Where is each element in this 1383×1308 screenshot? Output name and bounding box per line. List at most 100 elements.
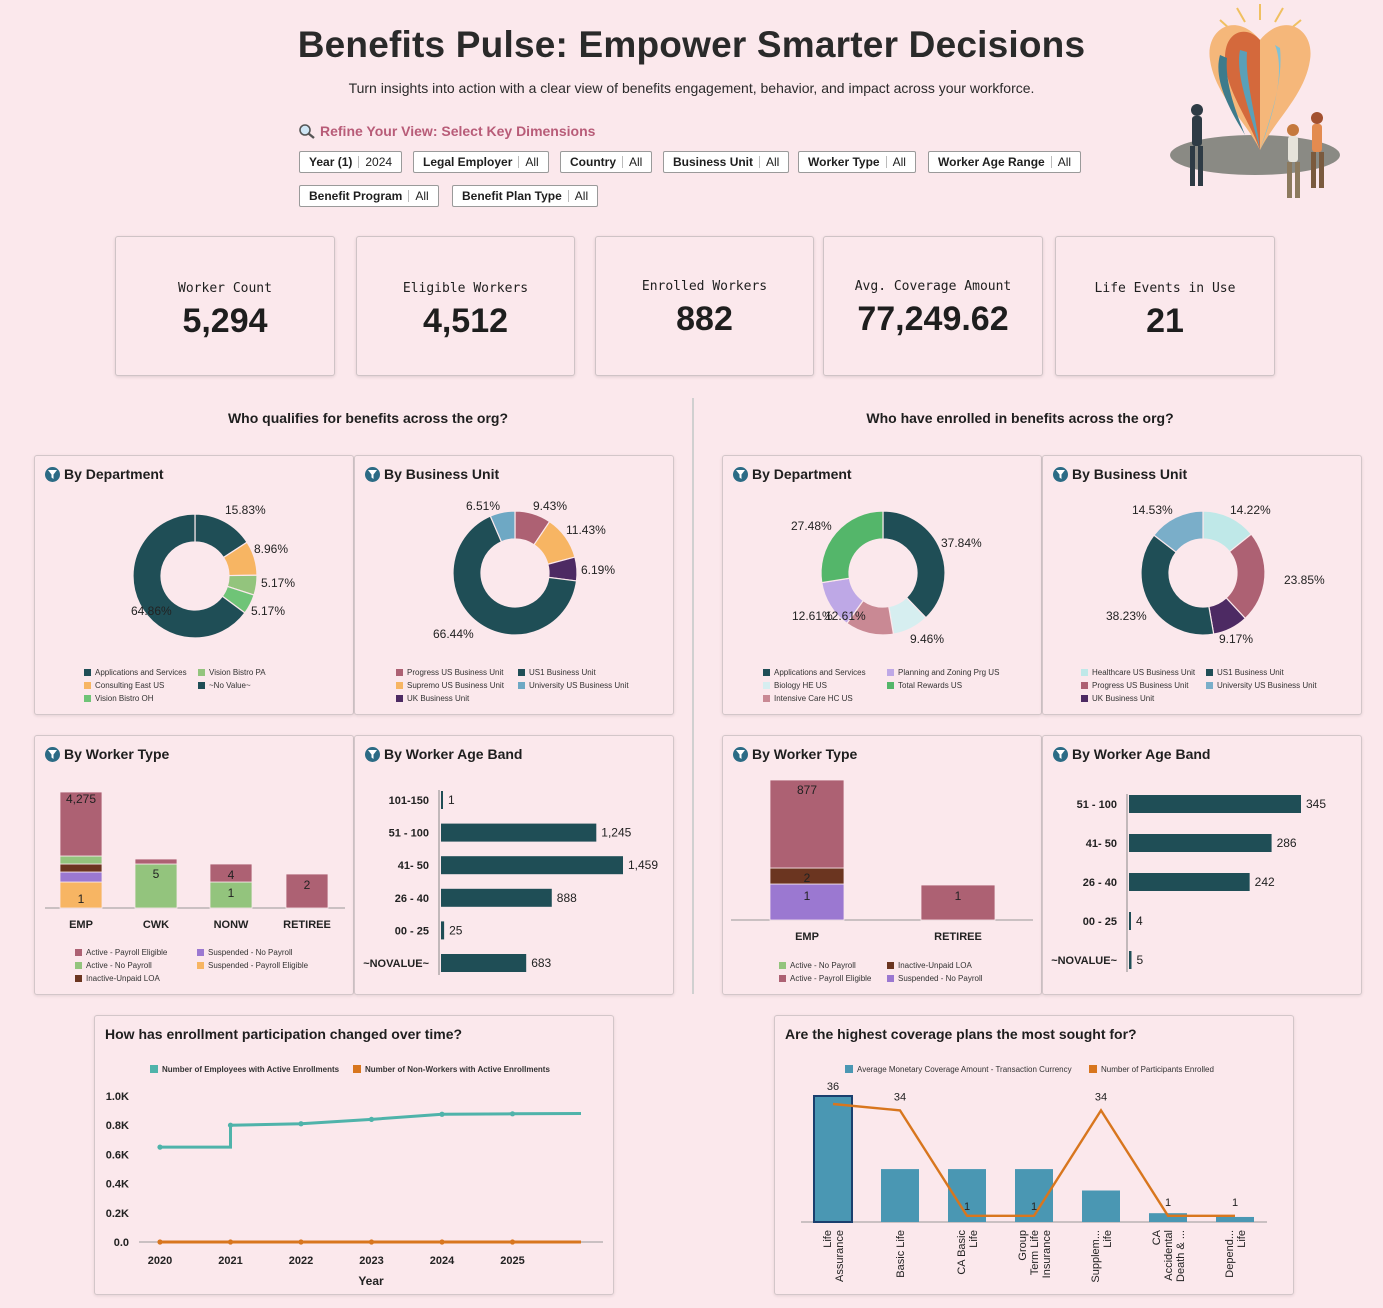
coverage-plans-panel: Are the highest coverage plans the most …: [774, 1015, 1294, 1295]
legend-label: Consulting East US: [95, 681, 164, 690]
enrollment-by-worker-type-panel: By Worker Type EMP RETIREE 877 2 1 1 Active - …: [722, 735, 1042, 995]
stacked-bar-segment: [59, 863, 103, 873]
x-tick-label: EMP: [795, 931, 819, 943]
bar-value-label: 1: [78, 892, 85, 906]
filter-icon[interactable]: [45, 746, 60, 762]
stacked-bar-segment: [209, 863, 253, 883]
filter-icon[interactable]: [365, 466, 380, 482]
slice-label: 37.84%: [941, 536, 982, 550]
slice-label: 11.43%: [566, 523, 606, 537]
legend-swatch: [396, 695, 403, 702]
x-tick-label: Basic Life: [895, 1230, 907, 1278]
filter-icon[interactable]: [1053, 746, 1068, 762]
filter-icon[interactable]: [45, 466, 60, 482]
eligibility-department-donut: 64.86% 15.83% 8.96% 5.17% 5.17% Applications …: [84, 503, 295, 703]
legend-label: Applications and Services: [774, 668, 866, 677]
x-tick-label: Accidental: [1163, 1230, 1175, 1281]
y-tick-label: 00 - 25: [1083, 916, 1117, 928]
filter-chip-5[interactable]: Worker Age Range All: [928, 151, 1082, 173]
legend-label: Healthcare US Business Unit: [1092, 668, 1196, 677]
y-tick-label: 0.4K: [106, 1179, 129, 1191]
bar-value-label: 1: [228, 886, 235, 900]
kpi-value: 77,249.62: [857, 300, 1009, 338]
filter-separator: [759, 156, 761, 168]
legend-swatch: [887, 975, 894, 982]
coverage-combo-chart: Average Monetary Coverage Amount - Trans…: [801, 1065, 1267, 1283]
participants-line: [832, 1102, 1235, 1218]
horizontal-bar: [441, 954, 527, 972]
filter-value: All: [415, 189, 429, 203]
line-value-label: 1: [1232, 1197, 1238, 1209]
slice-label: 6.51%: [466, 499, 500, 513]
kpi-value: 882: [676, 300, 733, 338]
filter-separator: [358, 156, 360, 168]
legend-label: University US Business Unit: [529, 681, 629, 690]
filter-chip-0[interactable]: Year (1) 2024: [299, 151, 403, 173]
legend-swatch: [845, 1065, 853, 1073]
kpi-label: Life Events in Use: [1094, 281, 1236, 296]
horizontal-bar: [441, 823, 597, 842]
enrollment-department-donut: 37.84% 9.46% 12.61%12.61% 27.48% Application…: [763, 510, 999, 703]
x-tick-label: Death & ...: [1175, 1230, 1187, 1282]
y-tick-label: 0.8K: [106, 1120, 129, 1132]
panel-title: How has enrollment participation changed…: [105, 1026, 463, 1042]
x-tick-label: Life: [1102, 1230, 1114, 1248]
filter-chip-1[interactable]: Legal Employer All: [413, 151, 549, 173]
slice-label: 9.43%: [533, 499, 567, 513]
filter-name: Worker Age Range: [938, 155, 1045, 169]
legend-swatch: [1206, 669, 1213, 676]
filter-chip-3[interactable]: Business Unit All: [663, 151, 790, 173]
slice-label: 5.17%: [251, 604, 285, 618]
refine-view-label: Refine Your View: Select Key Dimensions: [298, 123, 595, 139]
bar-value-label: 877: [797, 783, 817, 797]
panel-title: By Business Unit: [384, 466, 500, 482]
filter-chip-7[interactable]: Benefit Plan Type All: [452, 185, 599, 207]
bar-value-label: 2: [804, 871, 811, 885]
filter-chip-4[interactable]: Worker Type All: [798, 151, 916, 173]
slice-label: 6.19%: [581, 563, 615, 577]
coverage-bar: [881, 1169, 919, 1222]
legend-label: Active - Payroll Eligible: [790, 974, 872, 983]
y-tick-label: 41- 50: [1086, 838, 1117, 850]
x-tick-label: 2022: [289, 1255, 313, 1267]
line-value-label: 36: [827, 1081, 839, 1093]
slice-label: 14.22%: [1230, 503, 1271, 517]
kpi-value: 4,512: [422, 302, 509, 340]
panel-title: By Department: [64, 466, 164, 482]
kpi-label: Enrolled Workers: [641, 279, 768, 294]
bar-value-label: 888: [557, 891, 577, 905]
enrollment-by-department-panel: By Department 37.84% 9.46% 12.61% 12.61% 27.…: [722, 455, 1042, 715]
kpi-card: Worker Count 5,294: [115, 236, 335, 376]
filter-icon[interactable]: [365, 746, 380, 762]
x-tick-label: 2024: [430, 1255, 455, 1267]
enrollment-business-unit-donut: 14.22% 23.85% 9.17% 38.23% 14.53% Healthcare …: [1081, 503, 1325, 703]
filter-icon[interactable]: [733, 746, 748, 762]
stacked-bar-segment: [59, 881, 103, 909]
panel-title: By Worker Age Band: [384, 746, 523, 762]
legend-swatch: [84, 669, 91, 676]
stacked-bar-segment: [134, 858, 178, 865]
filter-icon[interactable]: [733, 466, 748, 482]
legend-swatch: [198, 682, 205, 689]
legend-label: Total Rewards US: [898, 681, 962, 690]
legend-swatch: [779, 975, 786, 982]
y-tick-label: 41- 50: [398, 860, 429, 872]
x-tick-label: 2025: [500, 1255, 524, 1267]
legend-label: Suspended - No Payroll: [898, 974, 983, 983]
legend-swatch: [1081, 669, 1088, 676]
filter-name: Benefit Program: [309, 189, 403, 203]
y-tick-label: 1.0K: [106, 1091, 129, 1103]
x-tick-label: RETIREE: [934, 931, 982, 943]
bar-value-label: 4: [228, 868, 235, 882]
x-tick-label: CA Basic: [956, 1230, 968, 1275]
x-tick-label: 2020: [148, 1255, 172, 1267]
slice-label: 64.86%: [131, 604, 172, 618]
horizontal-bar: [1129, 795, 1301, 813]
filter-chip-2[interactable]: Country All: [560, 151, 653, 173]
filter-chip-6[interactable]: Benefit Program All: [299, 185, 439, 207]
bar-value-label: 4: [1136, 914, 1143, 928]
filter-separator: [1050, 156, 1052, 168]
filter-icon[interactable]: [1053, 466, 1068, 482]
x-tick-label: EMP: [69, 919, 93, 931]
legend-swatch: [150, 1065, 158, 1073]
